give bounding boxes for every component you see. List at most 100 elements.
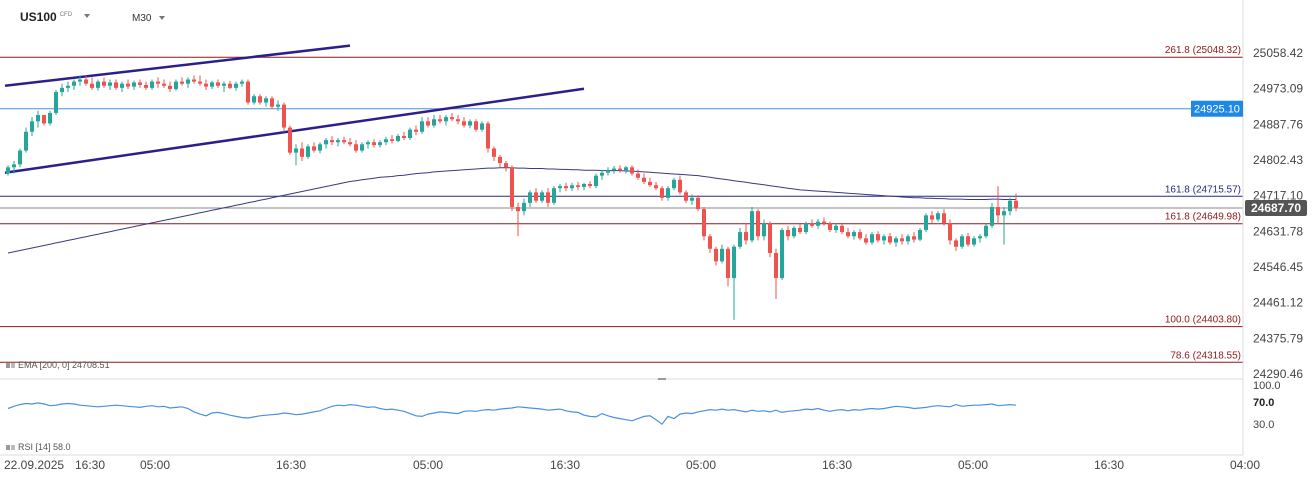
candle-body xyxy=(888,236,892,243)
candle xyxy=(822,217,826,226)
candle xyxy=(72,79,76,90)
candle-body xyxy=(162,83,166,86)
indicator-settings-icon[interactable] xyxy=(6,362,16,370)
candle xyxy=(282,102,286,132)
candle-body xyxy=(840,225,844,233)
candle xyxy=(900,234,904,245)
indicator-settings-icon[interactable] xyxy=(6,444,16,452)
price-tick-label: 24375.79 xyxy=(1253,331,1303,345)
candle-body xyxy=(804,223,808,233)
candle-body xyxy=(972,238,976,245)
candle-body xyxy=(456,119,460,122)
candle xyxy=(642,173,646,185)
candle xyxy=(90,77,94,90)
candle xyxy=(834,223,838,233)
candle-body xyxy=(618,168,622,171)
candle-body xyxy=(894,238,898,243)
price-tick-label: 24546.45 xyxy=(1253,260,1303,274)
time-axis: 22.09.2025 16:30 05:00 16:30 05:00 16:30 05:00… xyxy=(4,458,1260,472)
candle xyxy=(720,244,724,264)
candle xyxy=(30,117,34,136)
candle-body xyxy=(912,236,916,240)
candle-body xyxy=(498,156,502,164)
candle xyxy=(552,186,556,205)
candle xyxy=(600,170,604,180)
price-tick-label: 24887.76 xyxy=(1253,117,1303,131)
symbol-selector[interactable]: US100 CFD xyxy=(20,10,72,24)
candle-body xyxy=(534,192,538,201)
candle-body xyxy=(1014,200,1018,208)
candle-body xyxy=(636,173,640,178)
candle-body xyxy=(546,192,550,203)
candle xyxy=(102,77,106,88)
candle-body xyxy=(930,215,934,220)
candle-body xyxy=(198,81,202,84)
candle-body xyxy=(882,236,886,241)
candle xyxy=(1002,206,1006,245)
candle xyxy=(228,80,232,90)
candle-body xyxy=(306,146,310,157)
candle xyxy=(690,194,694,205)
symbol-dropdown-icon[interactable] xyxy=(84,14,90,18)
candle xyxy=(852,229,856,240)
candle xyxy=(198,75,202,86)
candle-body xyxy=(288,127,292,153)
channel-line xyxy=(4,44,351,88)
candle xyxy=(138,79,142,88)
candle-body xyxy=(450,117,454,120)
candle-body xyxy=(780,229,784,279)
fib-labels: 261.8 (25048.32) 161.8 (24715.57) 161.8 (2… xyxy=(1165,45,1241,361)
candle-body xyxy=(654,185,658,189)
candle-body xyxy=(582,184,586,187)
candle xyxy=(78,75,82,86)
price-tick-label: 24802.43 xyxy=(1253,153,1303,167)
candle xyxy=(1008,197,1012,216)
rsi-panel: 100.0 70.0 30.0 xyxy=(7,380,1281,431)
candle xyxy=(312,142,316,153)
symbol-name: US100 xyxy=(20,10,57,24)
candle xyxy=(930,211,934,224)
candle xyxy=(756,209,760,241)
candle xyxy=(882,234,886,245)
candle-body xyxy=(276,104,280,107)
candle-body xyxy=(630,167,634,174)
candle xyxy=(942,209,946,226)
candle-body xyxy=(852,232,856,237)
rsi-indicator-label[interactable]: RSI [14] 58.0 xyxy=(6,442,71,452)
candle xyxy=(162,79,166,88)
candle-body xyxy=(828,223,832,230)
rsi-axis-label: 30.0 xyxy=(1253,419,1274,431)
candle xyxy=(486,121,490,153)
candle-body xyxy=(750,211,754,241)
timeframe-selector[interactable]: M30 xyxy=(132,13,152,24)
candle-body xyxy=(168,85,172,90)
candle-body xyxy=(216,82,220,86)
candle-body xyxy=(510,167,514,207)
candle xyxy=(48,110,52,126)
candle xyxy=(432,115,436,128)
candles xyxy=(6,75,1018,320)
candle xyxy=(636,169,640,180)
candle-body xyxy=(60,87,64,93)
candle xyxy=(864,234,868,245)
ema-indicator-label[interactable]: EMA [200, 0] 24708.51 xyxy=(6,360,110,370)
candle-body xyxy=(570,185,574,189)
candle xyxy=(750,206,754,243)
current-price-badge xyxy=(1245,199,1307,216)
timeframe-dropdown-icon[interactable] xyxy=(159,16,165,20)
candle xyxy=(918,227,922,242)
candle xyxy=(216,79,220,88)
candle-body xyxy=(774,252,778,279)
candle xyxy=(186,77,190,88)
candle xyxy=(606,167,610,176)
candle xyxy=(546,188,550,207)
candle-body xyxy=(492,148,496,157)
candle-body xyxy=(426,121,430,126)
candle xyxy=(558,184,562,193)
candle xyxy=(360,142,364,153)
candle-body xyxy=(258,96,262,103)
candle xyxy=(612,166,616,174)
candle xyxy=(528,190,532,207)
candle-body xyxy=(996,206,1000,216)
